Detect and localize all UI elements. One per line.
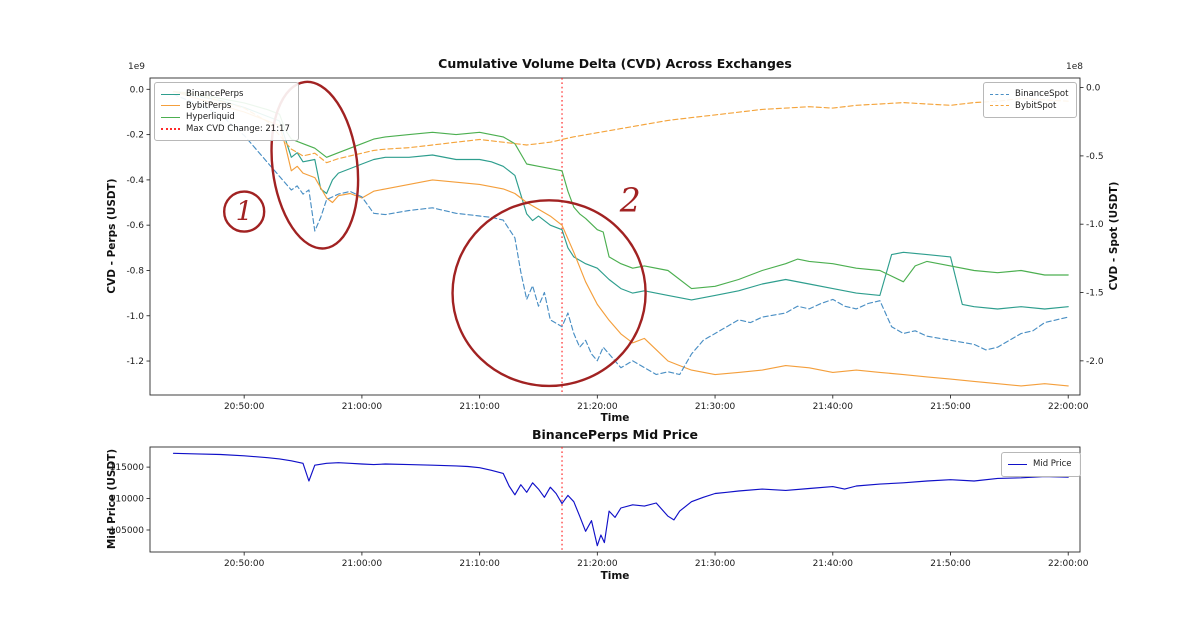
y-tick-label-right: -2.0 (1086, 357, 1104, 367)
perps-legend: BinancePerps BybitPerps Hyperliquid Max … (154, 82, 299, 141)
x-tick-label: 21:50:00 (930, 402, 971, 412)
annotation-number: 1 (236, 197, 253, 228)
y-tick-label: 110000 (110, 495, 145, 505)
legend-label: BinancePerps (186, 89, 244, 99)
legend-label: BybitSpot (1015, 100, 1057, 111)
legend-item-midprice: Mid Price (1008, 460, 1072, 469)
x-tick-label: 22:00:00 (1048, 402, 1089, 412)
plot-spines (149, 77, 1081, 396)
x-tick-label: 20:50:00 (224, 559, 265, 569)
midprice-line-swatch-icon (1008, 463, 1027, 465)
y-tick-label: -1.0 (126, 312, 144, 322)
x-tick-label: 21:10:00 (459, 402, 500, 412)
cvd-spot-axis-label: CVD - Spot (USDT) (1108, 181, 1120, 291)
x-tick-label: 21:00:00 (342, 559, 383, 569)
binanceperps-line-swatch-icon (161, 93, 180, 95)
legend-item-max-cvd-change: Max CVD Change: 21:17 (161, 123, 290, 134)
x-tick-label: 21:40:00 (813, 559, 854, 569)
annotation-ellipse (451, 199, 647, 388)
legend-item-bybitperps: BybitPerps (161, 100, 290, 111)
y-tick-label: -0.6 (126, 221, 144, 231)
y-tick-label-right: 0.0 (1086, 84, 1101, 94)
bybitspot-line-swatch-icon (990, 105, 1009, 107)
x-tick-label: 20:50:00 (224, 402, 265, 412)
midprice-chart-title: BinancePerps Mid Price (532, 427, 698, 442)
y-tick-label: -0.2 (126, 131, 144, 141)
y-tick-label: 105000 (110, 526, 145, 536)
right-axis-offset: 1e8 (1066, 62, 1083, 72)
y-tick-label-right: -1.5 (1086, 289, 1104, 299)
legend-label: Max CVD Change: 21:17 (186, 123, 290, 134)
hyperliquid-line-swatch-icon (161, 116, 180, 118)
x-tick-label: 21:40:00 (813, 402, 854, 412)
annotation-number: 2 (619, 180, 641, 219)
spot-legend: BinanceSpot BybitSpot (983, 82, 1078, 118)
x-tick-label: 21:30:00 (695, 402, 736, 412)
series-line-binancespot (172, 93, 1069, 376)
cvd-time-axis-label: Time (600, 412, 630, 424)
bybitperps-line-swatch-icon (161, 105, 180, 107)
y-tick-label-right: -0.5 (1086, 152, 1104, 162)
annotation-circle (222, 190, 266, 233)
y-tick-label: -1.2 (126, 357, 144, 367)
legend-item-binanceperps: BinancePerps (161, 90, 290, 99)
legend-label: BybitPerps (186, 100, 232, 111)
midprice-legend: Mid Price (1001, 452, 1081, 477)
binancespot-line-swatch-icon (990, 93, 1009, 95)
y-tick-label: -0.4 (126, 176, 144, 186)
y-tick-label: 115000 (110, 463, 145, 473)
x-tick-label: 21:20:00 (577, 402, 618, 412)
cvd-chart-title: Cumulative Volume Delta (CVD) Across Exc… (438, 56, 792, 71)
x-tick-label: 21:10:00 (459, 559, 500, 569)
annotation-ellipse (270, 80, 360, 250)
y-tick-label: -0.8 (126, 266, 144, 276)
series-line-mid-price (172, 452, 1069, 547)
series-line-bybitperps (172, 91, 1069, 387)
max-cvd-vline-swatch-icon (161, 127, 180, 130)
legend-label: Hyperliquid (186, 112, 235, 122)
series-line-bybitspot (172, 91, 1069, 164)
plot-spines (149, 446, 1081, 553)
y-tick-label: 0.0 (130, 85, 145, 95)
x-tick-label: 22:00:00 (1048, 559, 1089, 569)
midprice-time-axis-label: Time (600, 570, 630, 582)
chart-group: 20:50:00 21:00:00 21:10:00 21:20:00 21:30:00… (126, 77, 1104, 412)
x-tick-label: 21:20:00 (577, 559, 618, 569)
y-tick-label-right: -1.0 (1086, 220, 1104, 230)
x-tick-label: 21:00:00 (342, 402, 383, 412)
legend-label: BinanceSpot (1015, 89, 1069, 99)
legend-item-bybitspot: BybitSpot (990, 100, 1068, 111)
midprice-axis-label: Mid Price (USDT) (106, 448, 118, 550)
legend-item-binancespot: BinanceSpot (990, 90, 1068, 99)
x-tick-label: 21:30:00 (695, 559, 736, 569)
legend-item-hyperliquid: Hyperliquid (161, 113, 290, 122)
left-axis-offset: 1e9 (128, 62, 145, 72)
legend-label: Mid Price (1033, 459, 1072, 469)
chart-group: 20:50:00 21:00:00 21:10:00 21:20:00 21:30:00… (110, 446, 1089, 569)
series-line-hyperliquid (172, 91, 1069, 290)
series-line-binanceperps (172, 91, 1069, 310)
x-tick-label: 21:50:00 (930, 559, 971, 569)
